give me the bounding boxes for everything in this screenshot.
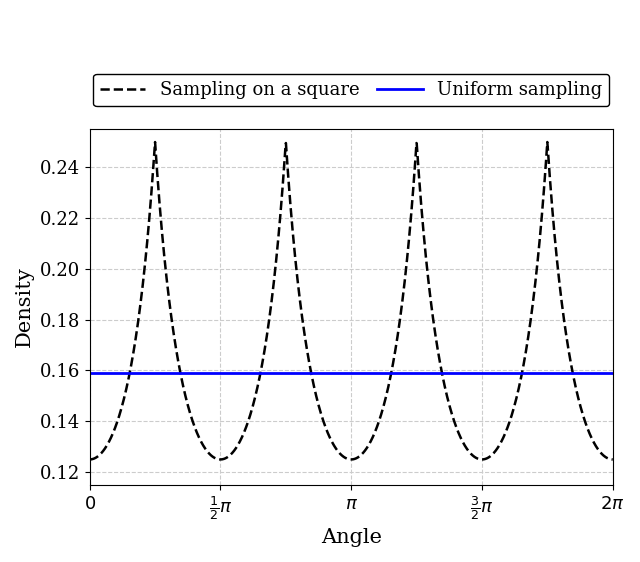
Y-axis label: Density: Density xyxy=(15,266,34,347)
Sampling on a square xyxy=(498,437,506,444)
Sampling on a square xyxy=(113,421,120,428)
Sampling on a square xyxy=(340,454,348,461)
Sampling on a square xyxy=(609,456,616,463)
Uniform sampling xyxy=(169,369,177,376)
Legend: Sampling on a square, Uniform sampling: Sampling on a square, Uniform sampling xyxy=(93,74,609,106)
Sampling on a square xyxy=(86,456,93,463)
Uniform sampling xyxy=(86,369,93,376)
Sampling on a square xyxy=(594,445,602,452)
Line: Sampling on a square: Sampling on a square xyxy=(90,142,612,460)
Sampling on a square xyxy=(151,139,159,146)
Sampling on a square xyxy=(326,436,334,442)
X-axis label: Angle: Angle xyxy=(321,528,381,547)
Sampling on a square xyxy=(594,446,602,452)
